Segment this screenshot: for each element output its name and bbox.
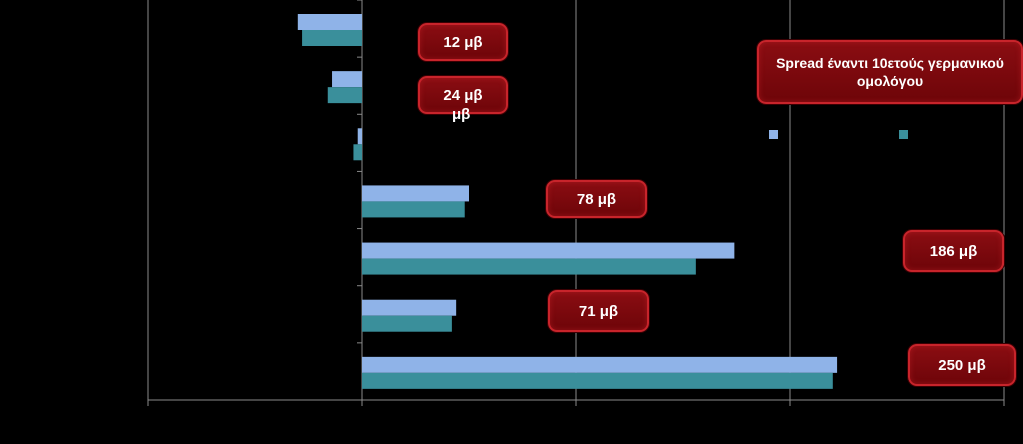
bar-series-1-cat-7 <box>362 356 838 373</box>
annotation-callout-5: 71 μβ <box>548 290 649 332</box>
bar-series-2-cat-2 <box>327 87 362 104</box>
annotation-overflow-text: μβ <box>452 106 471 123</box>
bar-series-2-cat-3 <box>353 144 362 161</box>
legend-swatch-series-2 <box>899 130 908 139</box>
annotation-label-2: 24 μβ <box>443 86 483 104</box>
chart-title: Spread έναντι 10ετούς γερμανικού ομολόγο… <box>776 55 1004 89</box>
annotation-label-1: 12 μβ <box>443 33 483 51</box>
bar-series-2-cat-7 <box>362 372 833 389</box>
annotation-label-4: 186 μβ <box>929 242 978 260</box>
annotation-callout-3: 78 μβ <box>546 180 647 218</box>
annotation-label-5: 71 μβ <box>578 302 619 320</box>
axes <box>147 0 1005 406</box>
annotation-callout-4: 186 μβ <box>903 230 1004 272</box>
chart-title-callout: Spread έναντι 10ετούς γερμανικού ομολόγο… <box>757 40 1023 104</box>
annotation-label-3: 78 μβ <box>576 190 617 208</box>
bar-series-1-cat-4 <box>362 185 469 202</box>
bar-series-1-cat-1 <box>297 14 362 30</box>
bar-series-1-cat-2 <box>332 71 362 88</box>
bar-series-1-cat-5 <box>362 242 735 259</box>
bar-series <box>297 14 838 389</box>
annotation-callout-2: 24 μβ <box>418 76 508 114</box>
annotation-callout-6: 250 μβ <box>908 344 1016 386</box>
bar-series-2-cat-1 <box>302 30 362 46</box>
legend-swatch-series-1 <box>769 130 778 139</box>
bar-series-2-cat-4 <box>362 201 465 218</box>
bar-series-1-cat-6 <box>362 299 457 316</box>
annotation-callout-1: 12 μβ <box>418 23 508 61</box>
bar-series-2-cat-5 <box>362 258 696 275</box>
annotation-label-6: 250 μβ <box>938 356 986 374</box>
bar-series-1-cat-3 <box>357 128 362 145</box>
bar-series-2-cat-6 <box>362 315 452 332</box>
